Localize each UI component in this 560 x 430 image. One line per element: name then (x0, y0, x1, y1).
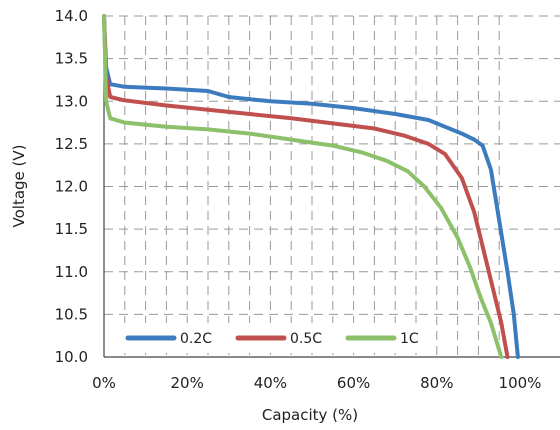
x-tick-label: 60% (337, 374, 370, 392)
legend: 0.2C 0.5C 1C (116, 323, 432, 353)
x-tick-label: 0% (92, 374, 116, 392)
series-layer (102, 14, 520, 359)
series-line-0.2C (102, 14, 520, 359)
y-tick-label: 10.5 (55, 305, 88, 323)
grid (104, 15, 560, 357)
x-tick-label: 100% (499, 374, 542, 392)
x-tick-label: 80% (420, 374, 453, 392)
x-tick-label: 40% (254, 374, 287, 392)
x-tick-labels: 0% 20% 40% 60% 80% 100% (92, 374, 541, 392)
y-tick-label: 12.5 (55, 135, 88, 153)
y-tick-label: 12.0 (55, 178, 88, 196)
y-tick-labels: 10.0 10.5 11.0 11.5 12.0 12.5 13.0 13.5 14.0 (55, 7, 88, 366)
series-line-0.5C (102, 14, 510, 359)
y-tick-label: 13.0 (55, 92, 88, 110)
y-tick-label: 10.0 (55, 348, 88, 366)
series-line-1C (102, 14, 504, 359)
x-tick-label: 20% (171, 374, 204, 392)
y-tick-label: 11.0 (55, 263, 88, 281)
legend-label-1C: 1C (400, 331, 419, 347)
y-tick-label: 13.5 (55, 50, 88, 68)
y-tick-label: 11.5 (55, 220, 88, 238)
x-axis-title: Capacity (%) (262, 406, 358, 424)
y-axis-title: Voltage (V) (10, 145, 28, 228)
legend-label-0.5C: 0.5C (290, 331, 322, 347)
legend-label-0.2C: 0.2C (180, 331, 212, 347)
y-tick-label: 14.0 (55, 7, 88, 25)
